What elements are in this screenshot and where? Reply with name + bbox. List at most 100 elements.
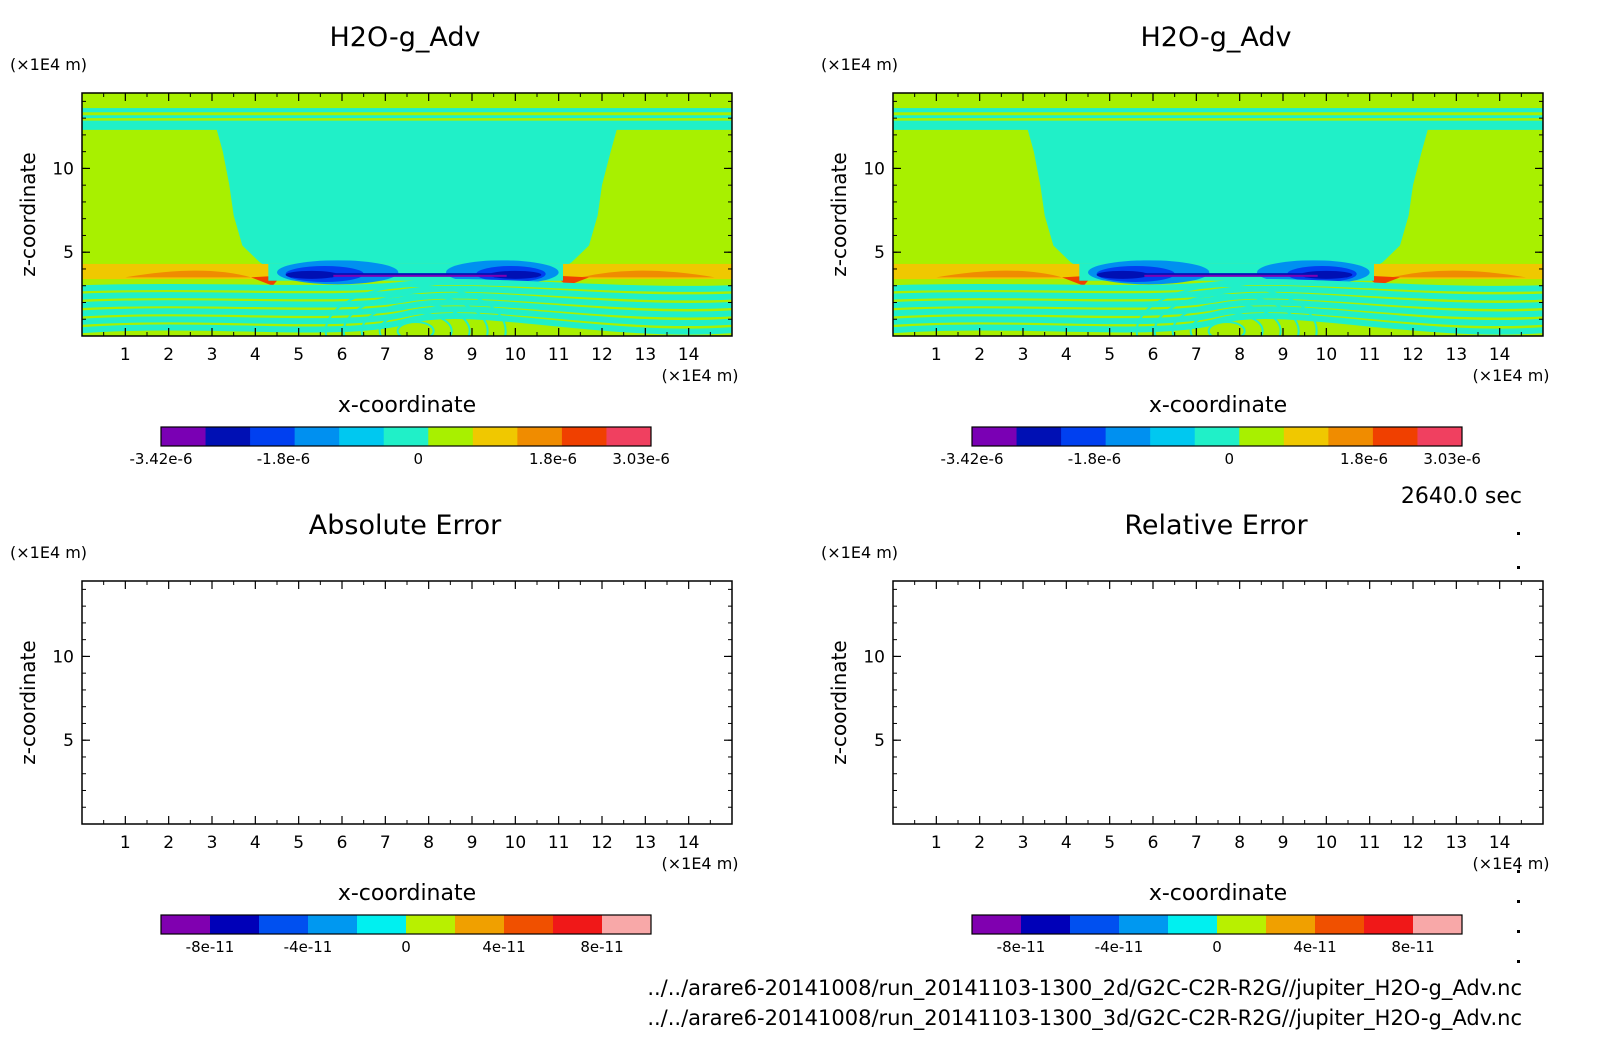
y-axis-label: z-coordinate [16, 152, 40, 276]
y-tick-label: 10 [52, 647, 74, 667]
x-tick-label: 6 [1148, 345, 1159, 365]
x-tick-label: 1 [120, 833, 131, 853]
colorbar-swatch [972, 427, 1018, 446]
field-band [1118, 273, 1344, 277]
colorbar-swatch [1016, 427, 1062, 446]
x-tick-label: 2 [974, 345, 985, 365]
x-unit-label: (×1E4 m) [661, 366, 738, 385]
x-tick-label: 14 [678, 345, 700, 365]
colorbar-swatch [383, 427, 429, 446]
colorbar-tick-label: -4e-11 [1095, 938, 1144, 956]
field-contour [82, 292, 732, 309]
x-tick-label: 14 [678, 833, 700, 853]
x-tick-label: 4 [250, 345, 261, 365]
colorbar-swatch [294, 427, 340, 446]
x-tick-label: 11 [1359, 345, 1381, 365]
field-band [82, 112, 732, 116]
colorbar-swatch [455, 915, 505, 934]
file-path-2d: ../../arare6-20141008/run_20141103-1300_… [647, 976, 1522, 1000]
x-unit-label: (×1E4 m) [661, 854, 738, 873]
chart-panel-1: H2O-g_Adv(×1E4 m)1 2 3 4 5 6 7 8 9 10 11 12 13 14510(… [10, 22, 739, 468]
x-tick-label: 11 [548, 833, 570, 853]
decor-dot [1517, 900, 1520, 903]
heatmap-field [82, 93, 732, 336]
field-band [307, 273, 533, 277]
x-tick-label: 7 [1191, 833, 1202, 853]
colorbar-swatch [161, 915, 211, 934]
colorbar-swatch [1150, 427, 1196, 446]
colorbar-swatch [561, 427, 607, 446]
field-contour [1171, 302, 1282, 336]
field-contour [82, 278, 732, 292]
x-tick-label: 12 [1402, 833, 1424, 853]
x-unit-label: (×1E4 m) [1472, 854, 1549, 873]
colorbar-swatch [1417, 427, 1463, 446]
field-contour [324, 284, 507, 336]
colorbar-tick-label: -4e-11 [284, 938, 333, 956]
y-tick-label: 10 [863, 647, 885, 667]
colorbar-swatch [1194, 427, 1240, 446]
chart-title: Relative Error [1124, 510, 1308, 541]
colorbar-swatch [250, 427, 296, 446]
colorbar-tick-label: 0 [1212, 938, 1222, 956]
field-contour [893, 278, 1543, 292]
colorbar-swatch [472, 427, 518, 446]
colorbar-swatch [517, 427, 563, 446]
plot-frame [892, 580, 1544, 825]
colorbar-swatch [1328, 427, 1374, 446]
colorbar-swatch [1239, 427, 1285, 446]
field-contour [1207, 320, 1246, 336]
y-tick-label: 5 [874, 243, 885, 263]
field-contour [82, 313, 732, 335]
colorbar-tick-label: 3.03e-6 [1423, 450, 1481, 468]
x-tick-label: 1 [120, 345, 131, 365]
x-axis-label: x-coordinate [338, 393, 476, 418]
colorbar-swatch [1168, 915, 1218, 934]
y-tick-label: 10 [52, 159, 74, 179]
colorbar-tick-label: 1.8e-6 [529, 450, 577, 468]
x-tick-label: 4 [250, 833, 261, 853]
field-region [1391, 270, 1526, 278]
chart-panel-2: H2O-g_Adv(×1E4 m)1 2 3 4 5 6 7 8 9 10 11 12 13 14510(… [821, 22, 1550, 468]
x-tick-label: 12 [591, 345, 613, 365]
colorbar-tick-label: -3.42e-6 [130, 450, 193, 468]
file-path-3d: ../../arare6-20141008/run_20141103-1300_… [647, 1006, 1522, 1030]
colorbar-swatch [308, 915, 358, 934]
x-tick-label: 11 [1359, 833, 1381, 853]
x-tick-label: 4 [1061, 345, 1072, 365]
colorbar-tick-label: -1.8e-6 [257, 450, 310, 468]
chart-panel-4: Relative Error(×1E4 m)1 2 3 4 5 6 7 8 9 10 11 12 13 1… [821, 510, 1550, 956]
decor-dot [1517, 566, 1520, 569]
x-tick-label: 1 [931, 345, 942, 365]
colorbar-swatch [602, 915, 652, 934]
colorbar-tick-label: -8e-11 [997, 938, 1046, 956]
time-label: 2640.0 sec [1400, 484, 1522, 509]
x-tick-label: 2 [163, 833, 174, 853]
field-band [893, 112, 1543, 116]
field-contour [396, 320, 435, 336]
y-unit-label: (×1E4 m) [821, 543, 898, 562]
x-tick-label: 3 [1018, 833, 1029, 853]
x-tick-label: 10 [1316, 833, 1338, 853]
y-unit-label: (×1E4 m) [821, 55, 898, 74]
x-tick-label: 5 [293, 345, 304, 365]
colorbar-tick-label: 8e-11 [1391, 938, 1434, 956]
plot-frame [81, 580, 733, 825]
x-tick-label: 10 [505, 345, 527, 365]
colorbar-swatch [357, 915, 407, 934]
x-tick-label: 7 [380, 345, 391, 365]
y-unit-label: (×1E4 m) [10, 543, 87, 562]
x-tick-label: 13 [1446, 833, 1468, 853]
colorbar-swatch [1283, 427, 1329, 446]
x-axis-label: x-coordinate [1149, 881, 1287, 906]
y-axis-label: z-coordinate [827, 640, 851, 764]
field-contour [82, 285, 732, 301]
x-tick-label: 13 [635, 345, 657, 365]
y-axis-label: z-coordinate [827, 152, 851, 276]
colorbar-tick-label: 8e-11 [580, 938, 623, 956]
field-contour [1189, 311, 1264, 336]
x-tick-label: 14 [1489, 833, 1511, 853]
decor-dot [1517, 960, 1520, 963]
colorbar-frame [971, 426, 1463, 447]
x-axis-label: x-coordinate [338, 881, 476, 906]
